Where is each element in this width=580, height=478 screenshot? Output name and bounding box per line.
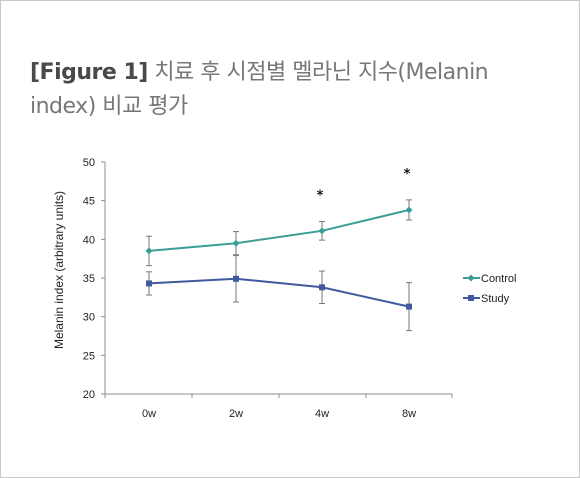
point-study (406, 303, 412, 310)
legend-marker-control (467, 274, 475, 282)
y-tick-label: 45 (83, 196, 95, 208)
point-control (145, 247, 153, 255)
series-line-study (148, 277, 410, 308)
y-tick-label: 40 (83, 234, 95, 246)
legend-label-study: Study (481, 293, 510, 305)
figure-caption-text: 치료 후 시점별 멜라닌 지수(Melanin index) 비교 평가 (30, 60, 489, 119)
legend-marker-study (468, 295, 474, 301)
y-axis-title: Melanin index (arbitrary units) (52, 191, 66, 349)
significance-marker: * (404, 167, 411, 182)
figure-caption: [Figure 1] 치료 후 시점별 멜라닌 지수(Melanin index… (30, 56, 550, 124)
legend-label-control: Control (481, 273, 516, 285)
y-tick-label: 50 (83, 157, 95, 169)
point-control (405, 206, 413, 214)
y-tick-label: 30 (83, 312, 95, 324)
series-line-control (148, 208, 410, 252)
point-study (319, 284, 325, 291)
y-tick-label: 25 (83, 350, 95, 362)
significance-marker: * (317, 189, 324, 204)
point-control (232, 239, 240, 247)
x-tick-label: 8w (402, 408, 416, 420)
y-tick-label: 20 (83, 389, 95, 401)
point-control (318, 227, 326, 235)
point-study (146, 280, 152, 287)
x-tick-label: 0w (142, 408, 156, 420)
x-tick-label: 4w (315, 408, 329, 420)
point-study (233, 275, 239, 282)
figure-tag: [Figure 1] (30, 60, 148, 85)
x-tick-label: 2w (229, 408, 243, 420)
y-tick-label: 35 (83, 273, 95, 285)
